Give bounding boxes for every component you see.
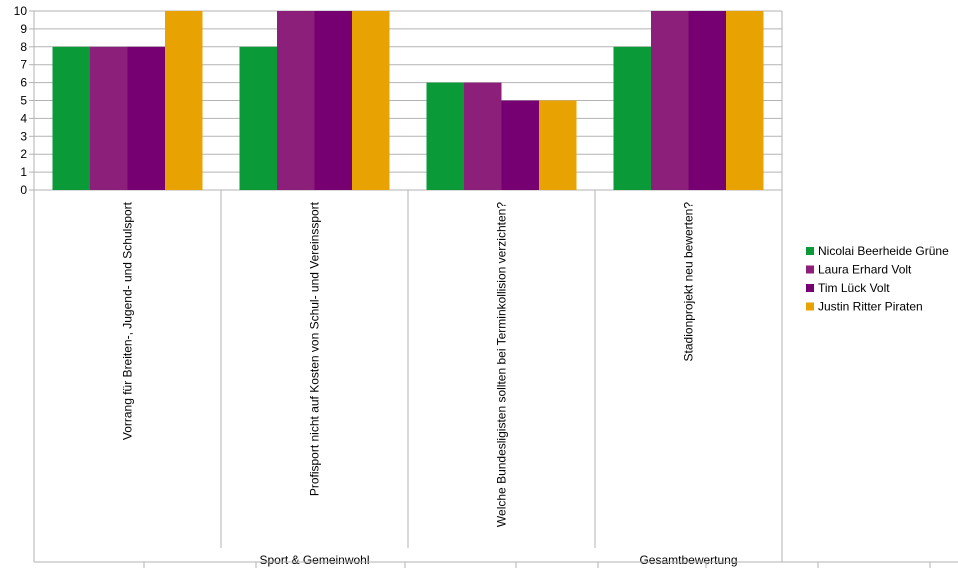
bar-2-3 <box>464 82 502 190</box>
bar-3-1 <box>127 46 165 190</box>
y-tick-label: 6 <box>20 76 27 90</box>
bar-1-2 <box>239 46 277 190</box>
bar-3-2 <box>314 11 352 190</box>
y-tick-label: 7 <box>20 58 27 72</box>
x-group-label: Gesamtbewertung <box>639 553 737 567</box>
bar-4-3 <box>539 100 577 190</box>
x-group-label: Sport & Gemeinwohl <box>259 553 369 567</box>
bar-4-4 <box>726 11 764 190</box>
bar-1-1 <box>52 46 90 190</box>
y-tick-label: 4 <box>20 111 27 125</box>
bar-4-1 <box>165 11 203 190</box>
x-category-label: Welche Bundesligisten sollten bei Termin… <box>495 202 509 527</box>
legend-swatch <box>806 247 814 255</box>
y-tick-label: 8 <box>20 40 27 54</box>
legend-swatch <box>806 284 814 292</box>
legend: Nicolai Beerheide Grüne Laura Erhard Volt… <box>806 244 949 314</box>
bar-2-1 <box>90 46 128 190</box>
bars <box>52 11 764 190</box>
legend-label: Nicolai Beerheide Grüne <box>818 244 949 258</box>
y-tick-label: 1 <box>20 165 27 179</box>
bar-3-3 <box>501 100 539 190</box>
legend-swatch <box>806 265 814 274</box>
bar-2-4 <box>651 11 689 190</box>
bar-3-4 <box>688 11 726 190</box>
x-category-label: Profisport nicht auf Kosten von Schul- u… <box>308 201 322 496</box>
x-category-label: Stadionprojekt neu bewerten? <box>682 202 696 362</box>
legend-label: Tim Lück Volt <box>818 281 890 295</box>
y-tick-label: 10 <box>14 4 28 18</box>
legend-label: Laura Erhard Volt <box>818 263 912 277</box>
legend-label: Justin Ritter Piraten <box>818 300 923 314</box>
bar-2-2 <box>277 11 315 190</box>
y-axis: 0 1 2 3 4 5 6 7 8 9 10 <box>14 4 34 197</box>
y-tick-label: 0 <box>20 183 27 197</box>
bar-1-4 <box>613 46 651 190</box>
x-axis: Vorrang für Breiten-, Jugend- und Schuls… <box>33 190 958 568</box>
bar-4-2 <box>352 11 390 190</box>
y-tick-label: 9 <box>20 22 27 36</box>
bar-1-3 <box>426 82 464 190</box>
y-tick-label: 2 <box>20 147 27 161</box>
x-category-label: Vorrang für Breiten-, Jugend- und Schuls… <box>121 201 135 440</box>
y-tick-label: 5 <box>20 94 27 108</box>
y-tick-label: 3 <box>20 129 27 143</box>
legend-swatch <box>806 302 814 311</box>
